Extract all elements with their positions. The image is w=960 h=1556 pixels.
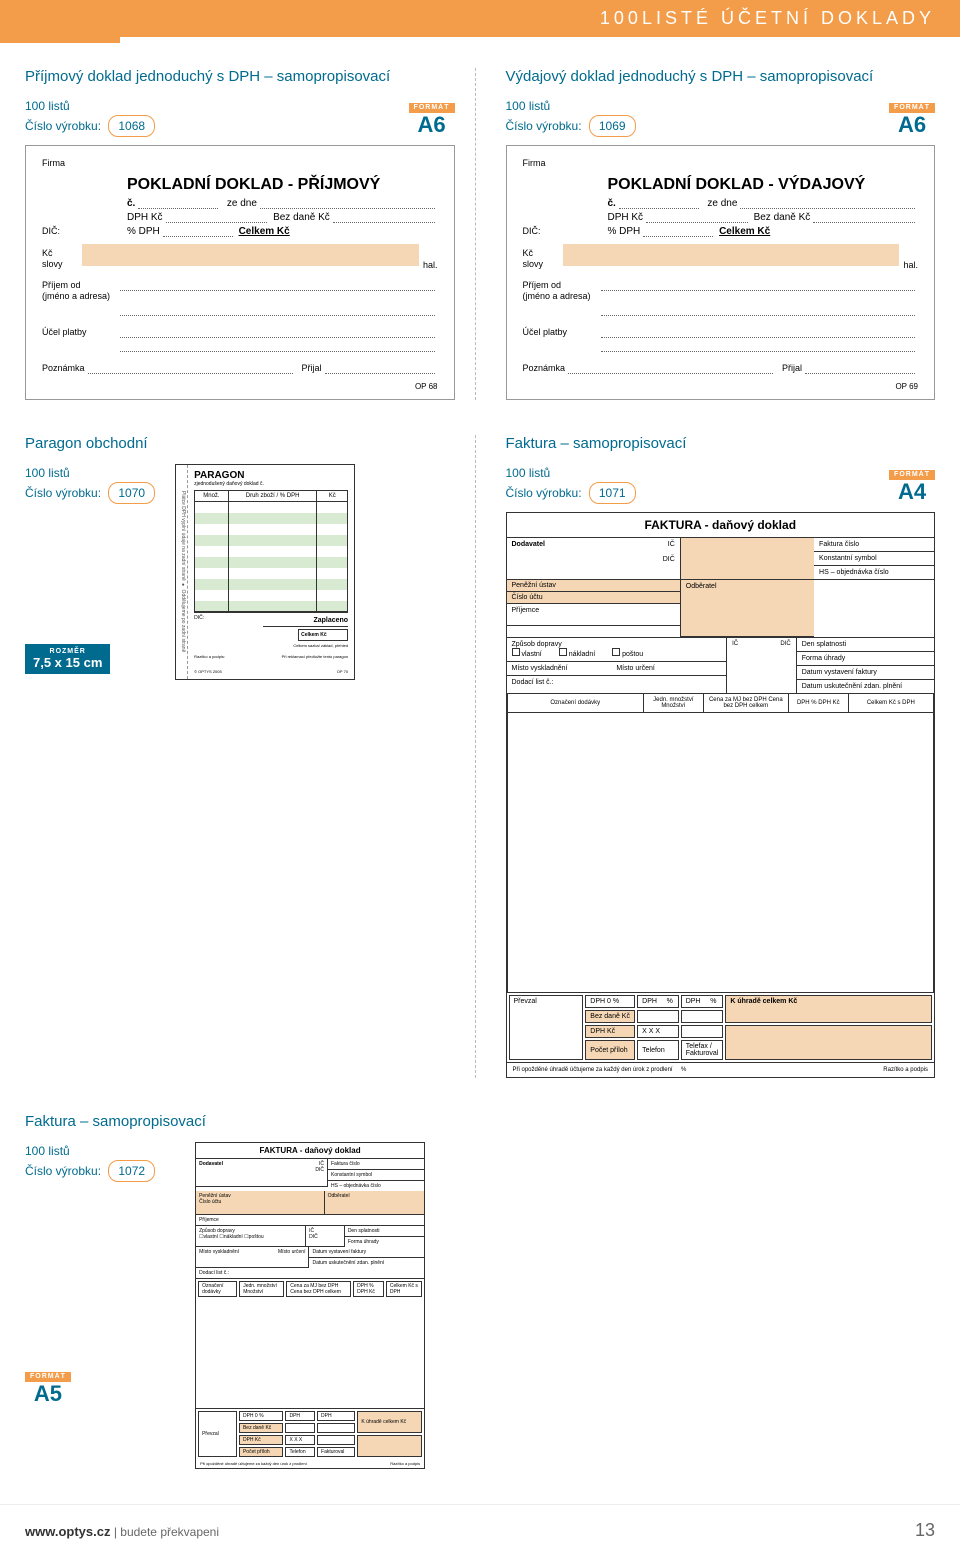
- page-number: 13: [915, 1520, 935, 1541]
- product-title: Příjmový doklad jednoduchý s DPH – samop…: [25, 68, 455, 85]
- paragon-preview: Plátce DPH vyplní údaje na zadní straně …: [175, 464, 355, 680]
- product-title: Faktura – samopropisovací: [25, 1113, 465, 1130]
- page-footer: www.optys.cz | budete překvapeni 13: [0, 1504, 960, 1556]
- form-preview-prijmovy: Firma POKLADNÍ DOKLAD - PŘÍJMOVÝ č. ze d…: [25, 145, 455, 400]
- format-badge: FORMÁT A4: [889, 470, 935, 504]
- product-meta: 100 listů Číslo výrobku: 1068: [25, 97, 155, 137]
- product-title: Výdajový doklad jednoduchý s DPH – samop…: [506, 68, 936, 85]
- sku-badge: 1069: [589, 115, 636, 137]
- sku-badge: 1072: [108, 1160, 155, 1182]
- category-header: 100LISTÉ ÚČETNÍ DOKLADY: [0, 0, 960, 37]
- product-title: Paragon obchodní: [25, 435, 455, 452]
- product-meta: 100 listů Číslo výrobku: 1070: [25, 464, 155, 504]
- sku-badge: 1070: [108, 482, 155, 504]
- decorative-stripe: [0, 37, 120, 43]
- size-badge: ROZMĚR 7,5 x 15 cm: [25, 644, 110, 674]
- faktura-preview-a5: FAKTURA - daňový doklad DodavatelIČDIČ F…: [195, 1142, 425, 1469]
- format-badge: FORMÁT A5: [25, 1372, 71, 1406]
- format-badge: FORMÁT A6: [889, 103, 935, 137]
- product-meta: 100 listů Číslo výrobku: 1072: [25, 1142, 155, 1182]
- product-meta: 100 listů Číslo výrobku: 1071: [506, 464, 636, 504]
- form-preview-vydajovy: Firma POKLADNÍ DOKLAD - VÝDAJOVÝ č. ze d…: [506, 145, 936, 400]
- product-title: Faktura – samopropisovací: [506, 435, 936, 452]
- faktura-preview-a4: FAKTURA - daňový doklad DodavatelIČDIČ P…: [506, 512, 936, 1078]
- product-meta: 100 listů Číslo výrobku: 1069: [506, 97, 636, 137]
- sku-badge: 1071: [589, 482, 636, 504]
- sku-badge: 1068: [108, 115, 155, 137]
- format-badge: FORMÁT A6: [409, 103, 455, 137]
